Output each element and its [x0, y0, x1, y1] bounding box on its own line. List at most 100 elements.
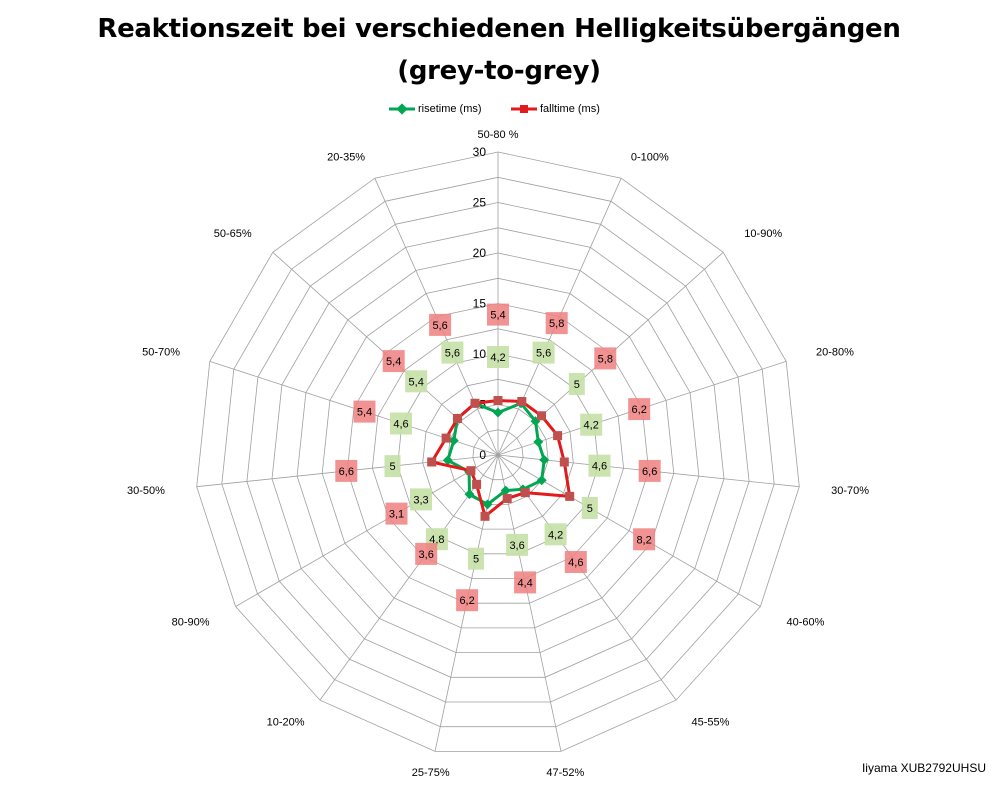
grid-spoke [497, 454, 562, 752]
category-label: 50-70% [142, 347, 180, 359]
category-label: 20-80% [816, 347, 854, 359]
falltime-data-label: 3,1 [389, 509, 404, 521]
falltime-label-bg [487, 303, 509, 326]
category-label: 50-65% [214, 228, 252, 240]
falltime-line [430, 399, 572, 518]
falltime-label-bg [594, 347, 617, 370]
falltime-data-label: 5,8 [549, 318, 564, 330]
risetime-label-bg [410, 488, 432, 511]
risetime-data-label: 5 [574, 379, 580, 391]
legend-label-falltime: falltime (ms) [540, 103, 600, 115]
risetime-label-bg [468, 547, 484, 570]
falltime-marker [517, 397, 527, 406]
chart-title-line-2: (grey-to-grey) [397, 56, 601, 86]
falltime-label-bg [633, 528, 656, 551]
risetime-marker [442, 455, 453, 466]
category-label: 10-20% [267, 716, 305, 728]
falltime-marker [441, 433, 451, 443]
risetime-data-label: 4,2 [584, 420, 599, 432]
risetime-data-label: 3,3 [413, 494, 428, 506]
r-tick-label: 10 [473, 347, 487, 361]
falltime-data-label: 6,2 [632, 404, 647, 416]
grid-ring [196, 151, 800, 752]
risetime-marker [448, 435, 459, 446]
category-label: 80-90% [172, 617, 210, 629]
risetime-data-label: 4,2 [490, 352, 505, 364]
category-label: 47-52% [546, 767, 584, 779]
risetime-marker [464, 489, 475, 500]
risetime-data-label: 5 [587, 503, 593, 515]
risetime-data-label: 5,4 [409, 376, 424, 388]
risetime-label-bg [405, 370, 428, 393]
category-label: 30-70% [831, 485, 869, 497]
risetime-data-label: 4,6 [592, 461, 607, 473]
risetime-data-label: 3,6 [509, 540, 524, 552]
falltime-label-bg [415, 542, 438, 565]
category-label: 50-80 % [478, 129, 519, 141]
category-label: 0-100% [631, 152, 669, 164]
risetime-marker [482, 499, 493, 510]
falltime-data-label: 5,8 [598, 353, 613, 365]
grid-ring [321, 277, 675, 629]
risetime-data-label: 4,6 [393, 419, 408, 431]
radar-grid [196, 151, 800, 752]
risetime-marker [536, 475, 547, 486]
risetime-label-bg [487, 346, 509, 368]
legend-item-risetime: risetime (ms) [389, 101, 482, 117]
risetime-label-bg [532, 341, 555, 364]
falltime-data-label: 8,2 [636, 534, 651, 546]
category-label: 40-60% [787, 617, 825, 629]
risetime-line [446, 401, 546, 506]
falltime-marker [520, 488, 530, 498]
risetime-label-bg [441, 341, 464, 364]
falltime-marker [565, 491, 575, 501]
falltime-marker [472, 479, 482, 489]
r-tick-label: 0 [479, 448, 486, 462]
grid-ring [397, 353, 599, 555]
risetime-marker [500, 485, 511, 496]
legend: risetime (ms) falltime (ms) [0, 101, 998, 117]
falltime-label-bg [545, 312, 568, 335]
category-label: 25-75% [412, 767, 450, 779]
falltime-marker [502, 494, 512, 503]
risetime-label-bg [506, 533, 529, 556]
falltime-marker [559, 457, 569, 467]
falltime-marker [480, 511, 490, 521]
risetime-label-bg [568, 373, 585, 395]
r-tick-label: 5 [479, 398, 486, 412]
risetime-label-bg [580, 413, 603, 436]
falltime-label-bg [382, 350, 405, 373]
r-tick-label: 25 [473, 196, 487, 210]
risetime-label-bg [588, 454, 611, 477]
risetime-data-label: 5,6 [445, 348, 460, 360]
category-label: 20-35% [327, 152, 365, 164]
grid-spoke [235, 454, 499, 607]
falltime-data-label: 4,6 [568, 557, 583, 569]
falltime-label-bg [385, 502, 408, 525]
legend-item-falltime: falltime (ms) [511, 101, 600, 117]
grid-ring [221, 176, 775, 728]
legend-marker-falltime [511, 105, 537, 113]
grid-ring [422, 378, 574, 530]
risetime-label-bg [384, 455, 401, 478]
category-label: 30-50% [127, 485, 165, 497]
risetime-marker [493, 407, 503, 418]
grid-ring [246, 202, 750, 703]
chart-title-line-1: Reaktionszeit bei verschiedenen Helligke… [97, 14, 901, 44]
falltime-data-label: 3,6 [419, 549, 434, 561]
falltime-marker [453, 414, 462, 423]
r-tick-label: 15 [473, 297, 487, 311]
data-labels: 4,2 5,654,24,654,23,654,83,354,65,45,65,4… [335, 303, 661, 612]
chart-title: Reaktionszeit bei verschiedenen Helligke… [0, 8, 998, 92]
legend-label-risetime: risetime (ms) [418, 103, 482, 115]
r-tick-label: 30 [473, 145, 487, 159]
legend-marker-risetime [389, 103, 415, 115]
series-falltime [427, 396, 575, 521]
falltime-label-bg [514, 571, 537, 594]
risetime-marker [533, 436, 544, 447]
falltime-marker [466, 466, 476, 476]
falltime-data-label: 6,2 [459, 595, 474, 607]
risetime-data-label: 4,2 [548, 529, 563, 541]
grid-ring [296, 252, 700, 653]
falltime-label-bg [335, 459, 358, 482]
